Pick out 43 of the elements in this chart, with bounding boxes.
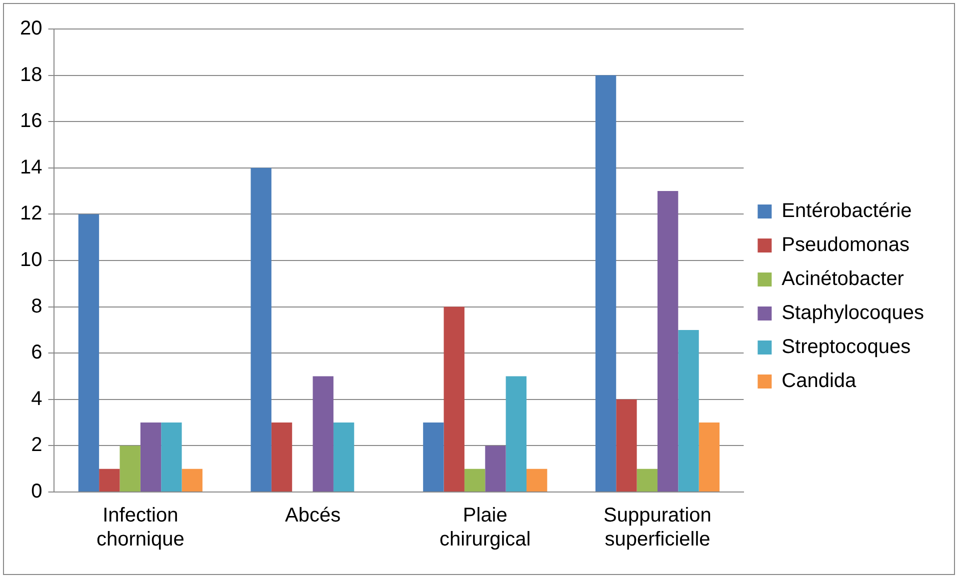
y-tick-label: 2	[31, 434, 42, 456]
bar	[161, 422, 182, 492]
y-tick-label: 6	[31, 342, 42, 364]
bar	[312, 376, 334, 492]
y-tick-label: 8	[31, 295, 42, 318]
bar	[657, 191, 678, 492]
x-tick-label: Infection chornique	[96, 504, 184, 551]
y-tick-label: 20	[20, 18, 42, 40]
bar	[333, 422, 354, 492]
bar	[140, 422, 162, 492]
bar	[636, 468, 658, 492]
y-tick-label: 12	[20, 202, 42, 225]
legend-label: Acinétobacter	[782, 268, 904, 290]
bar	[526, 468, 548, 492]
bar	[678, 330, 699, 492]
legend-label: Pseudomonas	[782, 234, 910, 256]
bar	[698, 422, 720, 492]
legend-label: Streptocoques	[782, 336, 911, 358]
bar	[595, 75, 616, 492]
y-tick-label: 14	[20, 156, 42, 178]
y-tick-label: 4	[31, 388, 42, 410]
bar	[120, 446, 140, 492]
bar	[616, 399, 637, 492]
bar	[99, 468, 120, 492]
bar	[506, 376, 527, 492]
bar	[78, 214, 100, 492]
bar	[423, 422, 444, 492]
legend-label: Staphylocoques	[782, 302, 924, 324]
y-tick-label: 18	[20, 64, 42, 86]
x-tick-label: Suppuration superficielle	[604, 504, 712, 551]
bar	[464, 468, 486, 492]
bar	[271, 422, 292, 492]
bar	[182, 468, 202, 492]
legend-label: Candida	[782, 370, 858, 392]
y-tick-label: 0	[31, 480, 42, 503]
x-tick-label: Plaie chirurgical	[440, 504, 531, 551]
legend-label: Entérobactérie	[782, 200, 912, 222]
bar	[485, 446, 506, 492]
bar	[444, 306, 464, 492]
bar	[250, 168, 272, 492]
x-tick-label: Abcés	[284, 504, 341, 527]
y-tick-label: 16	[20, 110, 42, 132]
y-tick-label: 10	[20, 249, 42, 272]
